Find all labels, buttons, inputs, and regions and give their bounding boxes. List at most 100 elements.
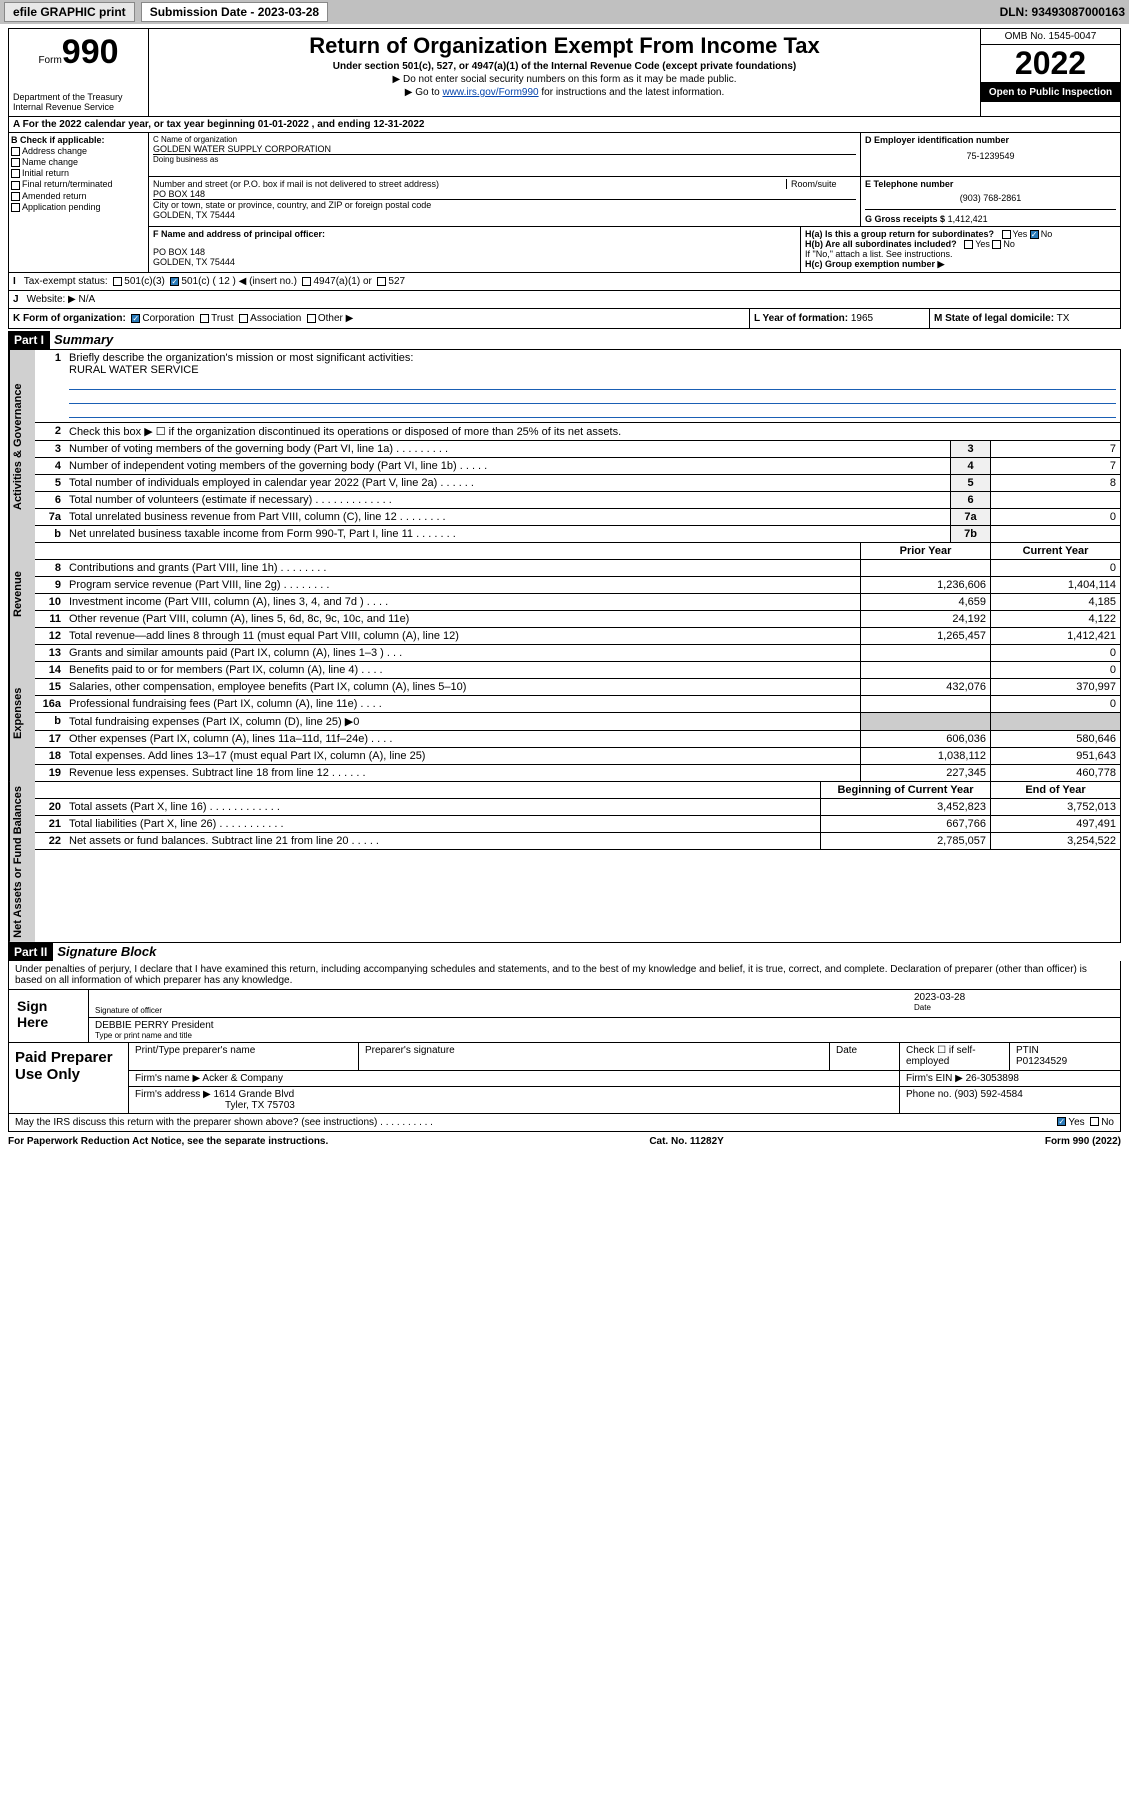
hb-note: If "No," attach a list. See instructions… xyxy=(805,249,1116,259)
state-domicile: TX xyxy=(1057,313,1070,324)
chk-501c[interactable] xyxy=(170,277,179,286)
line-a: A For the 2022 calendar year, or tax yea… xyxy=(8,117,1121,133)
hdr-current-year: Current Year xyxy=(990,543,1120,559)
q5-text: Total number of individuals employed in … xyxy=(65,475,950,491)
q6-text: Total number of volunteers (estimate if … xyxy=(65,492,950,508)
chk-initial[interactable] xyxy=(11,169,20,178)
submission-date: Submission Date - 2023-03-28 xyxy=(141,2,328,22)
prep-name-label: Print/Type preparer's name xyxy=(135,1045,352,1056)
org-name-label: C Name of organization xyxy=(153,135,856,144)
sig-date-value: 2023-03-28 xyxy=(914,992,1114,1003)
chk-address[interactable] xyxy=(11,147,20,156)
city-value: GOLDEN, TX 75444 xyxy=(153,210,856,220)
hb-label: H(b) Are all subordinates included? xyxy=(805,239,957,249)
firm-ein: 26-3053898 xyxy=(966,1073,1019,1084)
efile-print-button[interactable]: efile GRAPHIC print xyxy=(4,2,135,22)
hb-yes[interactable] xyxy=(964,240,973,249)
row-i-label: I xyxy=(13,276,16,287)
officer-l2: GOLDEN, TX 75444 xyxy=(153,257,796,267)
chk-4947[interactable] xyxy=(302,277,311,286)
row-k-label: K Form of organization: xyxy=(13,313,126,324)
box-b-title: B Check if applicable: xyxy=(11,135,146,145)
part-ii-header: Part II xyxy=(8,943,53,961)
chk-name[interactable] xyxy=(11,158,20,167)
room-label: Room/suite xyxy=(786,179,856,189)
subtitle-1: Under section 501(c), 527, or 4947(a)(1)… xyxy=(153,61,976,72)
row-m-label: M State of legal domicile: xyxy=(934,313,1054,324)
irs-link[interactable]: www.irs.gov/Form990 xyxy=(442,87,538,98)
chk-527[interactable] xyxy=(377,277,386,286)
part-ii-title: Signature Block xyxy=(57,944,156,959)
form-header: Form990 Department of the Treasury Inter… xyxy=(8,28,1121,117)
form-title: Return of Organization Exempt From Incom… xyxy=(153,33,976,59)
row-l-label: L Year of formation: xyxy=(754,313,848,324)
open-to-public: Open to Public Inspection xyxy=(981,83,1120,102)
chk-final[interactable] xyxy=(11,181,20,190)
tel-value: (903) 768-2861 xyxy=(865,193,1116,203)
ein-value: 75-1239549 xyxy=(865,151,1116,161)
chk-assoc[interactable] xyxy=(239,314,248,323)
omb-number: OMB No. 1545-0047 xyxy=(981,29,1120,45)
firm-phone-label: Phone no. xyxy=(906,1089,952,1100)
dept-label: Department of the Treasury Internal Reve… xyxy=(13,92,144,112)
goto-pre: ▶ Go to xyxy=(405,87,443,98)
firm-addr2: Tyler, TX 75703 xyxy=(225,1100,295,1111)
firm-ein-label: Firm's EIN ▶ xyxy=(906,1073,963,1084)
gross-label: G Gross receipts $ xyxy=(865,214,945,224)
q1-text: Briefly describe the organization's miss… xyxy=(69,352,413,364)
q3-text: Number of voting members of the governin… xyxy=(65,441,950,457)
row-j-label: J xyxy=(13,294,19,305)
chk-trust[interactable] xyxy=(200,314,209,323)
city-label: City or town, state or province, country… xyxy=(153,200,856,210)
may-yes[interactable] xyxy=(1057,1117,1066,1126)
tax-year: 2022 xyxy=(981,45,1120,83)
hdr-begin-year: Beginning of Current Year xyxy=(820,782,990,798)
tel-label: E Telephone number xyxy=(865,179,1116,189)
sign-here-label: Sign Here xyxy=(9,990,89,1042)
footer-form: Form 990 (2022) xyxy=(1045,1136,1121,1147)
q1-value: RURAL WATER SERVICE xyxy=(69,364,199,376)
footer-cat: Cat. No. 11282Y xyxy=(328,1136,1045,1147)
officer-name: DEBBIE PERRY President xyxy=(95,1020,1114,1031)
part-i-header: Part I xyxy=(8,331,50,349)
hdr-end-year: End of Year xyxy=(990,782,1120,798)
row-i-text: Tax-exempt status: xyxy=(24,276,108,287)
q6-val xyxy=(990,492,1120,508)
officer-label: F Name and address of principal officer: xyxy=(153,229,796,239)
officer-l1: PO BOX 148 xyxy=(153,247,796,257)
chk-corp[interactable] xyxy=(131,314,140,323)
prep-sig-label: Preparer's signature xyxy=(365,1045,823,1056)
form-number: 990 xyxy=(62,33,119,71)
firm-name-label: Firm's name ▶ xyxy=(135,1073,200,1084)
q4-text: Number of independent voting members of … xyxy=(65,458,950,474)
may-no[interactable] xyxy=(1090,1117,1099,1126)
dln-label: DLN: 93493087000163 xyxy=(1000,5,1125,19)
chk-pending[interactable] xyxy=(11,203,20,212)
hb-no[interactable] xyxy=(992,240,1001,249)
q3-val: 7 xyxy=(990,441,1120,457)
footer-left: For Paperwork Reduction Act Notice, see … xyxy=(8,1136,328,1147)
side-net-assets: Net Assets or Fund Balances xyxy=(9,782,35,942)
firm-name: Acker & Company xyxy=(202,1073,283,1084)
dba-label: Doing business as xyxy=(153,155,856,164)
addr-value: PO BOX 148 xyxy=(153,189,856,199)
website-value: N/A xyxy=(79,294,96,305)
q2-text: Check this box ▶ ☐ if the organization d… xyxy=(65,423,1120,440)
form-word: Form xyxy=(38,55,61,66)
chk-501c3[interactable] xyxy=(113,277,122,286)
paid-preparer-label: Paid Preparer Use Only xyxy=(9,1043,129,1113)
firm-addr1: 1614 Grande Blvd xyxy=(214,1089,295,1100)
hdr-prior-year: Prior Year xyxy=(860,543,990,559)
ha-no[interactable] xyxy=(1030,230,1039,239)
prep-date-label: Date xyxy=(836,1045,893,1056)
chk-amended[interactable] xyxy=(11,192,20,201)
q4-val: 7 xyxy=(990,458,1120,474)
addr-label: Number and street (or P.O. box if mail i… xyxy=(153,179,439,189)
chk-other[interactable] xyxy=(307,314,316,323)
may-discuss: May the IRS discuss this return with the… xyxy=(15,1117,1057,1128)
officer-name-label: Type or print name and title xyxy=(95,1031,1114,1040)
side-revenue: Revenue xyxy=(9,543,35,645)
side-expenses: Expenses xyxy=(9,645,35,782)
q7a-text: Total unrelated business revenue from Pa… xyxy=(65,509,950,525)
ha-yes[interactable] xyxy=(1002,230,1011,239)
